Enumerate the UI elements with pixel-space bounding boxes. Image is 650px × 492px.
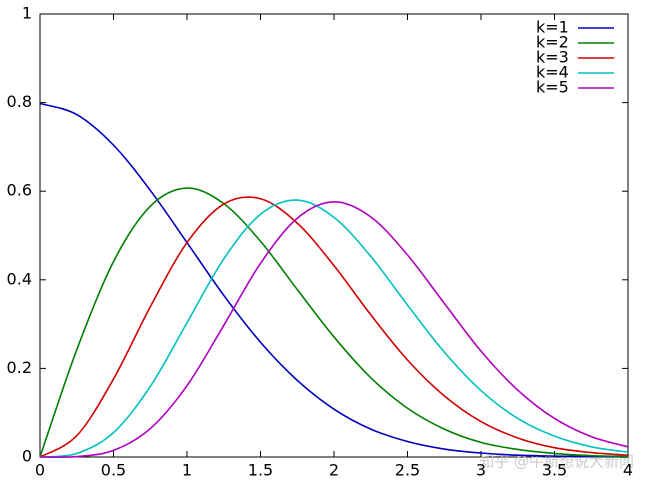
x-tick-label: 3	[476, 461, 486, 480]
series-line	[39, 187, 629, 458]
x-tick-label: 2.5	[395, 461, 420, 480]
x-tick-label: 3.5	[542, 461, 567, 480]
y-tick-label: 0.8	[7, 92, 32, 111]
x-tick-label: 4	[623, 461, 633, 480]
legend-label: k=4	[536, 63, 569, 82]
legend-label: k=3	[536, 48, 569, 67]
y-tick-label: 0.2	[7, 358, 32, 377]
x-tick-label: 1.5	[248, 461, 273, 480]
legend-label: k=2	[536, 33, 569, 52]
legend-label: k=1	[536, 18, 569, 37]
x-tick-label: 1	[182, 461, 192, 480]
y-tick-label: 0.6	[7, 181, 32, 200]
y-tick-label: 1	[22, 4, 32, 23]
series-line	[39, 102, 629, 458]
series-line	[39, 199, 629, 458]
x-tick-label: 0	[35, 461, 45, 480]
series-line	[39, 201, 629, 458]
series-line	[39, 196, 629, 458]
y-tick-label: 0	[22, 447, 32, 466]
y-tick-label: 0.4	[7, 269, 32, 288]
legend-label: k=5	[536, 78, 569, 97]
x-tick-label: 2	[329, 461, 339, 480]
x-tick-label: 0.5	[101, 461, 126, 480]
